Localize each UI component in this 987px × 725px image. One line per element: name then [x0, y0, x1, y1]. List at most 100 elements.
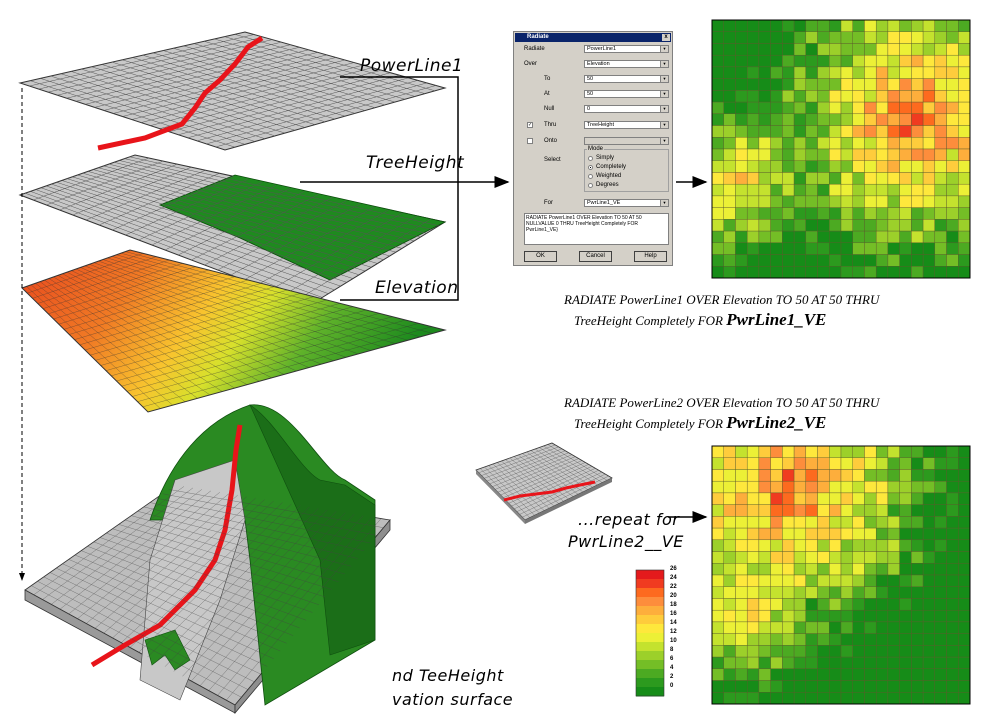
radiate-select[interactable]: PowerLine1 ▼ [584, 45, 669, 53]
powerline-layer [18, 31, 447, 151]
legend-tick-label: 14 [670, 620, 677, 626]
mode-label: Mode [587, 146, 605, 152]
over-value: Elevation [587, 61, 610, 67]
radio-degrees[interactable] [588, 183, 593, 188]
legend-tick-label: 0 [670, 683, 674, 689]
label-radiate: Radiate [524, 46, 545, 52]
legend-tick-label: 18 [670, 602, 677, 608]
caption1-line2: TreeHeight Completely FOR PwrLine1_VE [574, 310, 826, 330]
label-treeheight: TreeHeight [366, 153, 465, 173]
powerline-path [97, 35, 264, 151]
radiate-dialog: Radiate x Radiate PowerLine1 ▼ Over Eleva… [513, 31, 673, 266]
legend-swatch [636, 579, 664, 589]
powerline2-thumbnail [475, 442, 613, 524]
repeat-line1: ...repeat for [578, 510, 680, 529]
legend-swatch [636, 606, 664, 616]
3d-surface [24, 404, 391, 715]
over-select[interactable]: Elevation ▼ [584, 60, 669, 68]
caption1-line1: RADIATE PowerLine1 OVER Elevation TO 50 … [564, 292, 880, 307]
label-onto: Onto [544, 138, 558, 144]
mode-weighted: Weighted [596, 173, 622, 179]
mode-completely: Completely [596, 164, 627, 170]
caption1-output: PwrLine1_VE [726, 310, 827, 329]
radiate-value: PowerLine1 [587, 46, 617, 52]
thru-value: TreeHeight [587, 122, 615, 128]
mode-degrees: Degrees [596, 182, 619, 188]
heatmap-pwrline1 [711, 19, 971, 279]
legend-swatch [636, 642, 664, 652]
repeat-line2: PwrLine2__VE [568, 532, 684, 551]
thru-checkbox[interactable]: ✓ [527, 122, 533, 128]
label-powerline: PowerLine1 [360, 56, 464, 76]
thru-select[interactable]: TreeHeight ▼ [584, 121, 669, 129]
legend-swatch [636, 678, 664, 688]
onto-select[interactable]: ▼ [584, 137, 669, 145]
legend-tick-label: 4 [670, 665, 674, 671]
at-value: 50 [587, 91, 594, 97]
bottom-note-line1: nd TeeHeight [392, 666, 504, 685]
legend-tick-label: 26 [670, 566, 677, 572]
caption2-output: PwrLine2_VE [726, 413, 827, 432]
radio-weighted[interactable] [588, 174, 593, 179]
legend-swatch [636, 570, 664, 580]
label-to: To [544, 76, 551, 82]
heatmap-pwrline2 [711, 445, 971, 705]
legend-swatch [636, 633, 664, 643]
legend-tick-label: 20 [670, 593, 677, 599]
command-text[interactable]: RADIATE PowerLine1 OVER Elevation TO 50 … [524, 213, 669, 245]
legend-tick-label: 16 [670, 611, 677, 617]
elevation-layer [21, 249, 447, 413]
treeheight-layer [18, 154, 447, 306]
help-button[interactable]: Help [634, 251, 667, 262]
legend-swatch [636, 687, 664, 697]
radio-completely[interactable] [588, 165, 593, 170]
legend-swatch [636, 597, 664, 607]
radio-simply[interactable] [588, 156, 593, 161]
label-at: At [544, 91, 550, 97]
caption2-line1: RADIATE PowerLine2 OVER Elevation TO 50 … [564, 395, 880, 410]
layer-connectors [300, 76, 708, 523]
3d-powerline [90, 424, 243, 668]
at-select[interactable]: 50 ▼ [584, 90, 669, 98]
label-null: Null [544, 106, 555, 112]
bottom-note-line2: vation surface [392, 690, 514, 709]
legend-tick-label: 10 [670, 638, 677, 644]
legend-tick-label: 24 [670, 575, 677, 581]
chevron-down-icon: ▼ [660, 61, 668, 67]
label-for: For [544, 200, 553, 206]
null-value: 0 [587, 106, 591, 112]
legend-tick-label: 8 [670, 647, 674, 653]
label-elevation: Elevation [375, 278, 459, 298]
mode-simply: Simply [596, 155, 615, 161]
legend-tick-label: 2 [670, 674, 674, 680]
chevron-down-icon: ▼ [660, 122, 668, 128]
label-thru: Thru [544, 122, 557, 128]
close-button[interactable]: x [662, 34, 670, 41]
chevron-down-icon: ▼ [660, 106, 668, 112]
label-over: Over [524, 61, 538, 67]
null-select[interactable]: 0 ▼ [584, 105, 669, 113]
legend-tick-label: 22 [670, 584, 677, 590]
caption2-prefix: TreeHeight Completely FOR [574, 416, 727, 431]
chevron-down-icon: ▼ [660, 76, 668, 82]
chevron-down-icon: ▼ [660, 200, 668, 206]
caption2-line2: TreeHeight Completely FOR PwrLine2_VE [574, 413, 826, 433]
legend-swatch [636, 615, 664, 625]
chevron-down-icon: ▼ [660, 46, 668, 52]
to-select[interactable]: 50 ▼ [584, 75, 669, 83]
caption1-prefix: TreeHeight Completely FOR [574, 313, 727, 328]
ok-button[interactable]: OK [524, 251, 557, 262]
legend-tick-label: 12 [670, 629, 677, 635]
for-select[interactable]: PwrLine1_VE ▼ [584, 199, 669, 207]
dialog-title: Radiate [527, 34, 549, 40]
legend-tick-label: 6 [670, 656, 674, 662]
onto-checkbox[interactable] [527, 138, 533, 144]
cancel-button[interactable]: Cancel [579, 251, 612, 262]
chevron-down-icon: ▼ [660, 91, 668, 97]
legend-swatch [636, 651, 664, 661]
legend-colorbar [635, 569, 665, 697]
dialog-titlebar: Radiate x [515, 33, 671, 42]
label-select: Select [544, 157, 561, 163]
legend-swatch [636, 588, 664, 598]
